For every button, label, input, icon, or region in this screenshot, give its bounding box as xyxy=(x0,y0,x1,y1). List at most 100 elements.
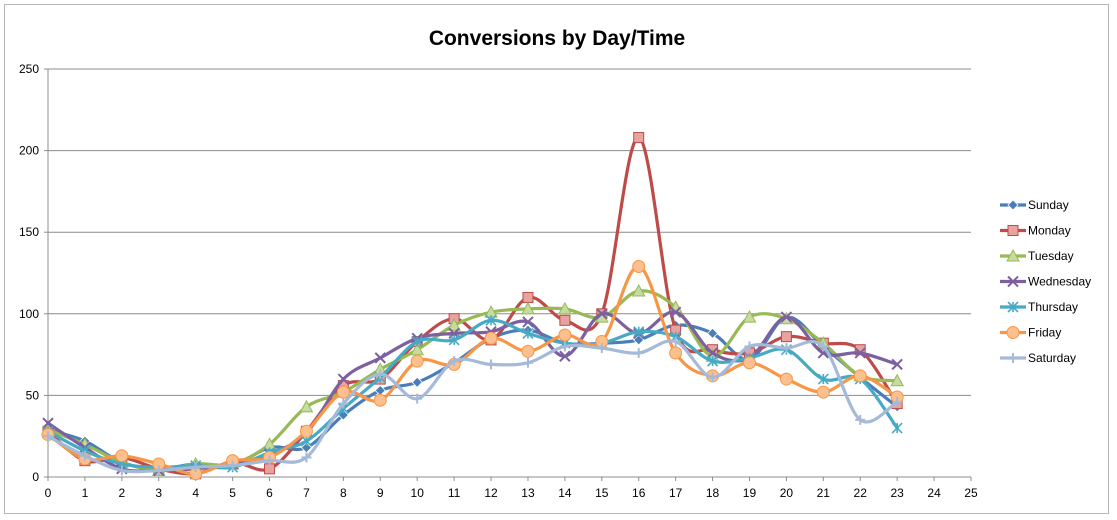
data-point-friday xyxy=(373,393,387,407)
series-line-tuesday xyxy=(46,289,899,473)
series-line-monday xyxy=(46,135,899,476)
data-point-wednesday xyxy=(596,308,608,320)
y-tick-label: 50 xyxy=(26,388,40,402)
data-point-saturday xyxy=(43,431,53,442)
data-point-wednesday xyxy=(559,350,571,362)
x-tick-label: 1 xyxy=(82,486,89,500)
series-group xyxy=(41,132,905,481)
data-point-monday xyxy=(780,331,792,343)
data-point-wednesday xyxy=(337,373,350,385)
series-line-friday xyxy=(46,264,899,476)
y-tick-label: 150 xyxy=(19,225,39,239)
data-point-wednesday xyxy=(891,358,903,371)
x-tick-label: 11 xyxy=(448,486,461,500)
data-point-saturday xyxy=(744,341,755,352)
x-tick-label: 23 xyxy=(890,486,904,500)
data-point-friday xyxy=(853,369,867,383)
data-point-saturday xyxy=(596,343,607,354)
data-point-thursday xyxy=(485,314,497,326)
x-tick-label: 4 xyxy=(192,486,199,500)
x-tick-label: 3 xyxy=(155,486,162,500)
legend-marker xyxy=(1006,248,1020,262)
x-tick-label: 17 xyxy=(669,486,683,500)
x-tick-label: 8 xyxy=(340,486,347,500)
x-tick-label: 16 xyxy=(632,486,646,500)
x-tick-label: 5 xyxy=(229,486,236,500)
legend-item-sunday: Sunday xyxy=(1000,198,1069,212)
data-point-friday xyxy=(115,449,129,463)
data-point-thursday xyxy=(817,373,829,385)
data-point-friday xyxy=(779,372,793,386)
x-tick-label: 21 xyxy=(817,486,831,500)
data-point-saturday xyxy=(79,450,90,461)
series-line-saturday xyxy=(46,339,899,474)
data-point-thursday xyxy=(411,335,423,348)
x-tick-label: 0 xyxy=(45,486,52,500)
data-point-saturday xyxy=(707,372,718,383)
data-point-tuesday xyxy=(558,301,572,315)
legend: Sunday Monday Tuesday Wednesday Thursday Frid… xyxy=(1000,198,1091,365)
data-point-saturday xyxy=(116,465,127,476)
y-tick-label: 250 xyxy=(19,62,39,76)
x-tick-label: 6 xyxy=(266,486,273,500)
x-tick-label: 25 xyxy=(964,486,978,500)
data-point-sunday xyxy=(706,327,719,339)
y-tick-label: 200 xyxy=(19,144,39,158)
data-point-friday xyxy=(632,259,646,273)
chart-frame xyxy=(4,4,1109,514)
data-point-saturday xyxy=(153,465,164,476)
data-point-saturday xyxy=(449,356,460,367)
series-thursday xyxy=(42,314,903,473)
legend-marker xyxy=(1008,353,1018,363)
data-point-saturday xyxy=(559,341,570,352)
data-point-saturday xyxy=(412,393,423,404)
data-point-wednesday xyxy=(42,417,54,429)
data-point-thursday xyxy=(891,422,903,434)
x-tick-label: 14 xyxy=(558,486,572,500)
data-point-friday xyxy=(558,328,572,342)
series-monday xyxy=(42,132,903,480)
data-point-friday xyxy=(521,344,535,358)
x-tick-label: 9 xyxy=(377,486,384,500)
data-point-friday xyxy=(336,385,350,399)
legend-marker xyxy=(1006,326,1020,339)
legend-marker xyxy=(1007,301,1019,313)
x-tick-label: 7 xyxy=(303,486,310,500)
data-point-saturday xyxy=(264,455,275,466)
data-point-tuesday xyxy=(890,373,905,387)
y-tick-label: 100 xyxy=(19,307,39,321)
data-point-monday xyxy=(854,344,866,356)
legend-item-thursday: Thursday xyxy=(1000,300,1078,314)
x-tick-label: 2 xyxy=(118,486,125,500)
data-point-saturday xyxy=(781,343,792,354)
legend-marker xyxy=(1007,275,1019,288)
data-point-saturday xyxy=(301,452,312,463)
y-tick-label: 0 xyxy=(32,470,39,484)
data-point-tuesday xyxy=(521,301,535,315)
x-tick-label: 18 xyxy=(706,486,720,500)
x-axis-ticks: 0 1 2 3 4 5 6 7 8 9 10 11 12 13 14 15 16 17 18 19 20 21 22 23 24… xyxy=(45,477,978,500)
legend-item-wednesday: Wednesday xyxy=(1000,275,1091,289)
x-tick-label: 20 xyxy=(780,486,794,500)
data-point-wednesday xyxy=(706,347,719,359)
data-point-monday xyxy=(522,291,534,303)
legend-label: Wednesday xyxy=(1028,275,1091,289)
data-point-friday xyxy=(410,354,424,368)
data-point-wednesday xyxy=(374,352,386,364)
x-tick-label: 13 xyxy=(521,486,535,500)
data-point-saturday xyxy=(670,336,681,347)
legend-label: Tuesday xyxy=(1028,249,1074,263)
data-point-friday xyxy=(742,356,756,370)
data-point-wednesday xyxy=(854,347,866,359)
x-tick-label: 22 xyxy=(854,486,868,500)
data-point-wednesday xyxy=(669,306,682,318)
data-point-friday xyxy=(299,424,313,438)
data-point-saturday xyxy=(375,369,386,380)
data-point-saturday xyxy=(855,414,866,425)
legend-item-saturday: Saturday xyxy=(1000,351,1076,365)
data-point-monday xyxy=(633,132,645,144)
legend-marker xyxy=(1007,199,1019,211)
data-point-tuesday xyxy=(631,283,646,297)
data-point-wednesday xyxy=(522,316,534,328)
